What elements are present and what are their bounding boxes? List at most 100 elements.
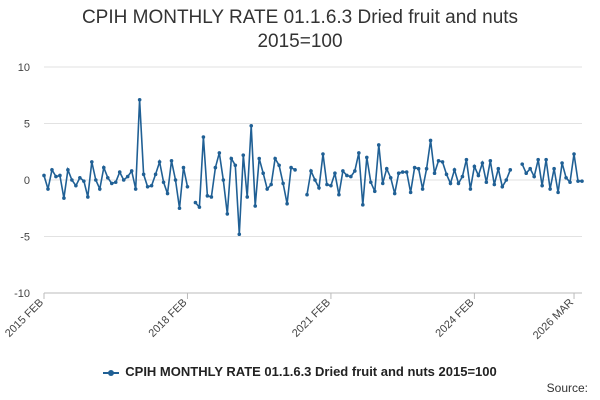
x-tick-label: 2021 FEB	[290, 297, 333, 340]
data-point	[137, 97, 142, 102]
data-point	[269, 182, 273, 187]
data-point	[233, 163, 238, 168]
series-line-segment	[521, 153, 582, 193]
data-point	[261, 171, 265, 176]
chart-title: CPIH MONTHLY RATE 01.1.6.3 Dried fruit a…	[0, 6, 600, 54]
data-point	[392, 191, 397, 196]
data-point	[62, 196, 66, 200]
data-point	[404, 170, 409, 174]
data-point	[58, 173, 62, 178]
data-point	[201, 135, 206, 139]
data-point	[412, 165, 417, 170]
data-point	[464, 157, 469, 162]
data-point	[476, 173, 481, 178]
data-point	[101, 165, 106, 170]
x-tick-label: 2015 FEB	[3, 297, 46, 340]
data-point	[400, 170, 405, 174]
data-point	[341, 169, 345, 173]
chart-title-line-1: CPIH MONTHLY RATE 01.1.6.3 Dried fruit a…	[81, 7, 519, 28]
data-point	[50, 168, 54, 172]
series-line-segment	[43, 99, 189, 209]
data-point	[46, 187, 50, 191]
data-point	[197, 205, 202, 209]
data-point	[560, 161, 564, 165]
data-point	[353, 169, 357, 173]
data-point	[492, 182, 497, 187]
data-point	[337, 192, 341, 197]
data-point	[325, 182, 329, 187]
data-point	[313, 178, 317, 182]
data-point	[86, 195, 90, 199]
data-point	[221, 178, 226, 182]
legend-entry-label: CPIH MONTHLY RATE 01.1.6.3 Dried fruit a…	[125, 364, 497, 379]
data-point	[229, 156, 234, 161]
data-point	[408, 190, 413, 195]
data-point	[173, 178, 178, 182]
data-point	[285, 201, 289, 206]
data-point	[133, 187, 138, 191]
data-point	[349, 174, 353, 179]
data-point	[209, 195, 214, 199]
data-point	[277, 163, 281, 168]
data-point	[181, 165, 186, 170]
data-point	[357, 151, 361, 155]
data-point	[82, 179, 86, 183]
data-point	[448, 181, 453, 186]
data-point	[424, 166, 429, 171]
data-point	[460, 174, 465, 179]
data-point	[241, 153, 246, 157]
data-point	[253, 204, 258, 208]
data-point	[317, 186, 321, 190]
data-point	[78, 175, 82, 180]
data-point	[105, 175, 110, 180]
data-point	[169, 158, 174, 163]
data-point	[556, 190, 560, 195]
data-point	[480, 161, 485, 165]
data-point	[388, 175, 393, 180]
data-point	[345, 173, 349, 178]
data-point	[572, 152, 576, 156]
source-label: Source:	[546, 381, 588, 395]
data-point	[153, 172, 158, 177]
data-point	[273, 156, 277, 161]
data-point	[456, 181, 461, 186]
data-point	[257, 156, 262, 161]
data-point	[528, 166, 532, 171]
data-point	[452, 168, 457, 172]
data-point	[129, 169, 134, 173]
data-point	[500, 184, 505, 189]
data-point	[576, 179, 580, 183]
data-point	[544, 157, 548, 162]
data-point	[289, 165, 293, 170]
legend-line-marker-icon	[103, 368, 120, 378]
data-point	[54, 174, 58, 179]
data-point	[70, 178, 74, 182]
data-point	[552, 166, 556, 171]
data-point	[488, 158, 493, 163]
data-point	[496, 166, 501, 171]
data-point	[42, 173, 46, 178]
data-point	[416, 166, 421, 171]
data-point	[564, 175, 568, 180]
data-point	[376, 143, 381, 147]
data-point	[305, 192, 309, 197]
data-point	[109, 181, 114, 186]
data-point	[468, 187, 473, 191]
x-tick-label: 2024 FEB	[433, 297, 476, 340]
data-point	[149, 183, 154, 188]
data-point	[361, 203, 365, 207]
data-point	[520, 162, 525, 166]
data-point	[365, 155, 369, 160]
data-point	[329, 183, 333, 188]
chart-legend[interactable]: CPIH MONTHLY RATE 01.1.6.3 Dried fruit a…	[0, 364, 600, 379]
data-point	[281, 181, 285, 186]
y-tick-label: 5	[24, 119, 30, 131]
data-point	[217, 151, 222, 155]
data-point	[504, 178, 509, 182]
data-point	[321, 152, 325, 156]
data-point	[380, 181, 385, 186]
data-point	[237, 232, 242, 237]
data-point	[548, 187, 552, 191]
data-point	[309, 169, 313, 173]
data-point	[580, 179, 584, 183]
